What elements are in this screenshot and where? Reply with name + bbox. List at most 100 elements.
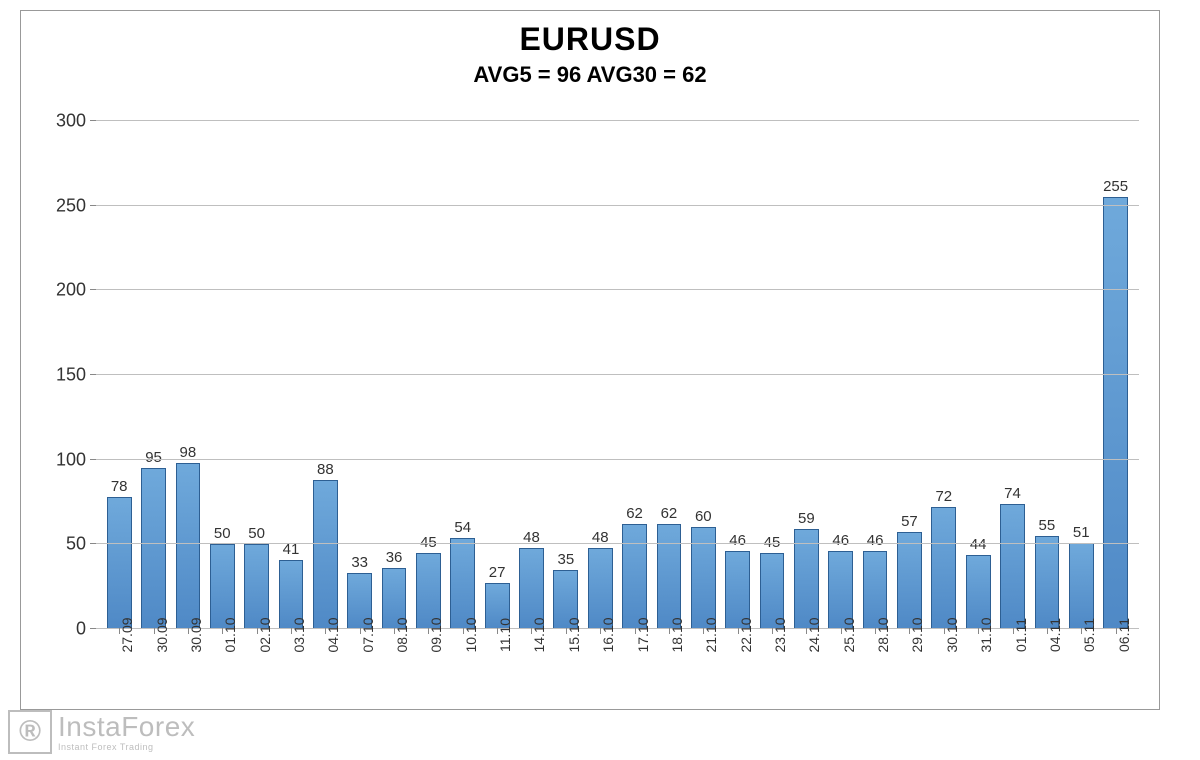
bars-row: 7895985050418833364554274835486262604645… xyxy=(96,121,1139,629)
bar-wrap: 41 xyxy=(274,121,308,629)
x-tick-label: 09.10 xyxy=(411,629,445,709)
bar-value-label: 45 xyxy=(764,534,781,551)
x-tick-text: 30.09 xyxy=(188,617,204,652)
x-tick-text: 22.10 xyxy=(738,617,754,652)
y-tick-label: 100 xyxy=(56,449,86,470)
y-tick-mark xyxy=(90,120,96,121)
x-tick-text: 07.10 xyxy=(360,617,376,652)
x-tick-label: 22.10 xyxy=(720,629,754,709)
watermark: ® InstaForex Instant Forex Trading xyxy=(8,710,195,754)
bar-value-label: 51 xyxy=(1073,524,1090,541)
x-tick-text: 01.10 xyxy=(222,617,238,652)
bar-wrap: 46 xyxy=(824,121,858,629)
x-tick-label: 30.09 xyxy=(171,629,205,709)
x-tick-label: 10.10 xyxy=(446,629,480,709)
bar-wrap: 48 xyxy=(583,121,617,629)
x-tick-text: 17.10 xyxy=(635,617,651,652)
bar xyxy=(897,532,922,629)
title-block: EURUSD AVG5 = 96 AVG30 = 62 xyxy=(21,11,1159,88)
watermark-glyph: ® xyxy=(8,710,52,754)
bar xyxy=(176,463,201,629)
bar xyxy=(450,538,475,629)
chart-title: EURUSD xyxy=(21,21,1159,58)
x-tick-text: 16.10 xyxy=(600,617,616,652)
x-tick-label: 21.10 xyxy=(686,629,720,709)
x-tick-text: 01.11 xyxy=(1013,618,1029,652)
gridline xyxy=(96,289,1139,290)
chart-frame: EURUSD AVG5 = 96 AVG30 = 62 050100150200… xyxy=(20,10,1160,710)
x-tick-label: 14.10 xyxy=(514,629,548,709)
bar-value-label: 35 xyxy=(558,551,575,568)
bar-value-label: 27 xyxy=(489,564,506,581)
bar-wrap: 78 xyxy=(102,121,136,629)
x-tick-label: 04.10 xyxy=(308,629,342,709)
x-tick-label: 27.09 xyxy=(102,629,136,709)
bar-value-label: 45 xyxy=(420,534,437,551)
y-tick-label: 50 xyxy=(66,534,86,555)
gridline xyxy=(96,205,1139,206)
bar-wrap: 54 xyxy=(446,121,480,629)
x-tick-label: 06.11 xyxy=(1098,629,1132,709)
x-tick-label: 02.10 xyxy=(239,629,273,709)
bar-wrap: 98 xyxy=(171,121,205,629)
x-tick-text: 14.10 xyxy=(531,617,547,652)
bar-value-label: 46 xyxy=(729,532,746,549)
bar-wrap: 51 xyxy=(1064,121,1098,629)
x-tick-text: 11.10 xyxy=(497,618,513,652)
bar-value-label: 74 xyxy=(1004,485,1021,502)
bar xyxy=(1035,536,1060,629)
bar xyxy=(1069,543,1094,629)
x-tick-label: 01.11 xyxy=(995,629,1029,709)
watermark-text: InstaForex Instant Forex Trading xyxy=(58,713,195,752)
gridline xyxy=(96,120,1139,121)
chart-subtitle: AVG5 = 96 AVG30 = 62 xyxy=(21,62,1159,88)
x-tick-label: 24.10 xyxy=(789,629,823,709)
bar-wrap: 46 xyxy=(720,121,754,629)
bar-value-label: 36 xyxy=(386,549,403,566)
y-tick-mark xyxy=(90,543,96,544)
x-tick-label: 11.10 xyxy=(480,629,514,709)
x-tick-text: 05.11 xyxy=(1081,618,1097,652)
x-tick-text: 02.10 xyxy=(257,617,273,652)
bar xyxy=(1103,197,1128,629)
bar xyxy=(313,480,338,629)
x-tick-text: 30.09 xyxy=(154,617,170,652)
bar-wrap: 44 xyxy=(961,121,995,629)
x-tick-text: 10.10 xyxy=(463,617,479,652)
bar-value-label: 255 xyxy=(1103,178,1128,195)
x-tick-label: 23.10 xyxy=(755,629,789,709)
bar-wrap: 50 xyxy=(239,121,273,629)
x-tick-text: 09.10 xyxy=(428,617,444,652)
bar-wrap: 45 xyxy=(411,121,445,629)
bar xyxy=(622,524,647,629)
x-tick-text: 04.10 xyxy=(325,617,341,652)
x-tick-text: 23.10 xyxy=(772,617,788,652)
x-axis-labels: 27.0930.0930.0901.1002.1003.1004.1007.10… xyxy=(96,629,1139,709)
bar-wrap: 36 xyxy=(377,121,411,629)
x-tick-label: 30.10 xyxy=(927,629,961,709)
y-tick-label: 300 xyxy=(56,111,86,132)
bar xyxy=(107,497,132,629)
bar-value-label: 50 xyxy=(214,525,231,542)
y-tick-label: 250 xyxy=(56,195,86,216)
x-tick-text: 29.10 xyxy=(909,617,925,652)
bar-wrap: 72 xyxy=(927,121,961,629)
x-tick-label: 08.10 xyxy=(377,629,411,709)
watermark-main: InstaForex xyxy=(58,713,195,741)
bar-value-label: 54 xyxy=(454,519,471,536)
y-tick-mark xyxy=(90,459,96,460)
y-tick-mark xyxy=(90,205,96,206)
x-tick-text: 06.11 xyxy=(1116,618,1132,652)
gridline xyxy=(96,543,1139,544)
x-tick-text: 04.11 xyxy=(1047,618,1063,652)
bar-wrap: 88 xyxy=(308,121,342,629)
x-tick-text: 27.09 xyxy=(119,617,135,652)
y-tick-label: 150 xyxy=(56,365,86,386)
bar-value-label: 60 xyxy=(695,508,712,525)
bar-wrap: 33 xyxy=(343,121,377,629)
bar-value-label: 50 xyxy=(248,525,265,542)
bar-wrap: 48 xyxy=(514,121,548,629)
bar-value-label: 55 xyxy=(1039,517,1056,534)
bar-value-label: 95 xyxy=(145,449,162,466)
y-axis: 050100150200250300 xyxy=(21,121,96,629)
